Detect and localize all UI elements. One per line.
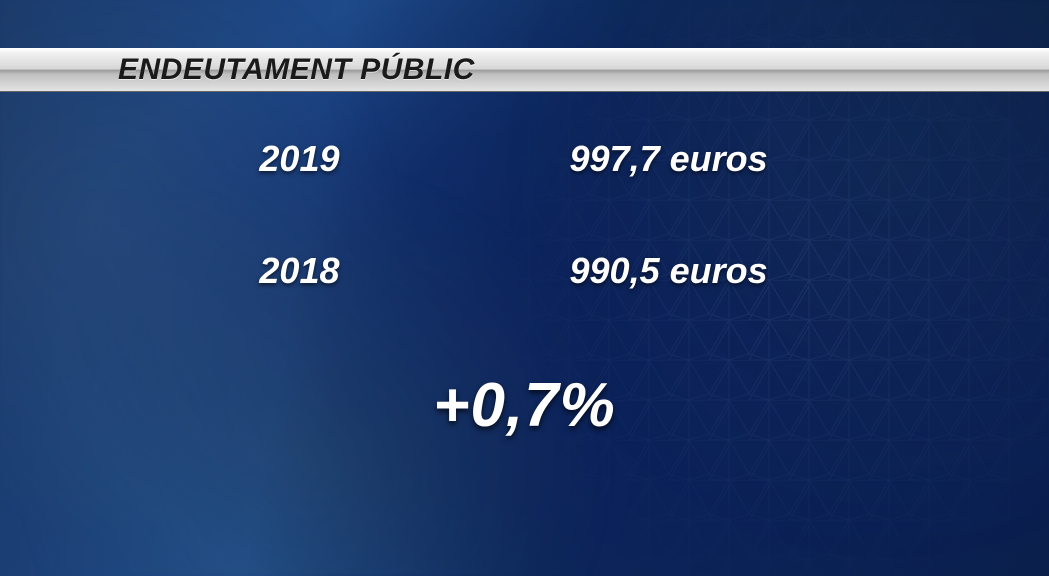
data-row-2018: 2018 990,5 euros — [0, 250, 1049, 292]
value-label: 997,7 euros — [570, 138, 830, 180]
data-row-2019: 2019 997,7 euros — [0, 138, 1049, 180]
title-text: ENDEUTAMENT PÚBLIC — [118, 53, 475, 87]
value-label: 990,5 euros — [570, 250, 830, 292]
delta-value: +0,7% — [0, 370, 1049, 441]
year-label: 2018 — [220, 250, 340, 292]
year-label: 2019 — [220, 138, 340, 180]
title-bar: ENDEUTAMENT PÚBLIC — [0, 48, 1049, 92]
